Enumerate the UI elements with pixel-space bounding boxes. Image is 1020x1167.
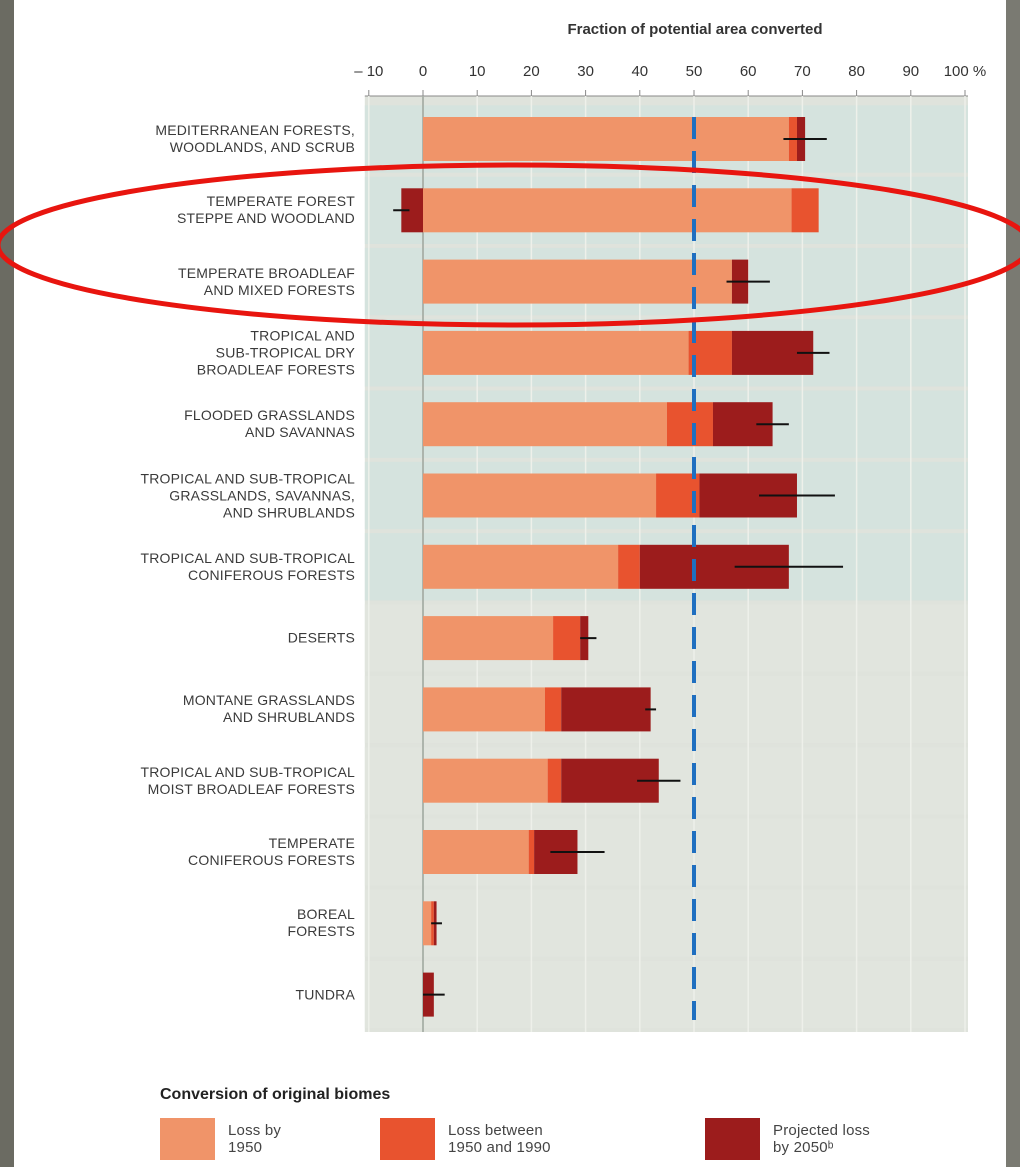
photo-edge [0,0,14,1167]
category-label: TUNDRA [295,986,355,1003]
category-label: TROPICAL AND SUB-TROPICAL GRASSLANDS, SA… [140,470,355,520]
bar-segment [423,188,792,233]
bar-segment [423,117,789,161]
category-label: TROPICAL AND SUB-TROPICAL MOIST BROADLEA… [140,763,355,797]
x-tick-label: 30 [577,63,594,80]
x-tick-label: 100 % [944,63,987,80]
bar-segment [401,188,423,233]
x-tick-label: 50 [686,63,703,80]
row-band [364,960,968,1029]
legend-swatch [380,1118,435,1160]
highlight-ellipse [0,162,1020,328]
photo-edge [1006,0,1020,1167]
category-label: MONTANE GRASSLANDS AND SHRUBLANDS [182,692,355,726]
legend-swatch [705,1118,760,1160]
legend-swatch [160,1118,215,1160]
axis-title: Fraction of potential area converted [567,21,822,38]
x-tick-label: 90 [902,63,919,80]
bar-segment [423,616,554,661]
category-label: TROPICAL AND SUB-TROPICAL DRY BROADLEAF … [196,327,355,378]
x-tick-label: 0 [419,63,427,80]
category-label: TEMPERATE BROADLEAF AND MIXED FORESTS [177,264,355,298]
category-label: TROPICAL AND SUB-TROPICAL CONIFEROUS FOR… [140,549,355,583]
x-tick-label: 80 [848,63,865,80]
bar-segment [666,402,713,447]
bar-segment [547,758,562,803]
bar-segment [423,259,732,304]
bar-segment [423,901,432,946]
bar-segment [618,544,640,589]
bar-segment [423,687,545,732]
category-label: BOREAL FORESTS [287,906,355,940]
bar-segment [423,544,619,589]
bar-segment [561,687,651,732]
x-tick-label: 20 [523,63,540,80]
x-tick-label: 40 [631,63,648,80]
x-tick-label: 70 [794,63,811,80]
bar-segment [528,830,535,874]
x-tick-label: 10 [469,63,486,80]
bar-segment [791,188,819,233]
category-label: TEMPERATE CONIFEROUS FORESTS [188,835,355,868]
category-label: TEMPERATE FOREST STEPPE AND WOODLAND [176,193,355,227]
bar-segment [423,830,529,874]
bar-segment [423,330,689,375]
category-label: DESERTS [287,629,355,646]
legend-label: Projected loss by 2050ᵇ [773,1122,871,1156]
category-label: FLOODED GRASSLANDS AND SAVANNAS [184,407,355,441]
bar-segment [544,687,562,732]
bar-segment [423,402,667,447]
legend-label: Loss between 1950 and 1990 [448,1122,551,1156]
x-tick-label: – 10 [354,63,383,80]
bar-segment [423,758,548,803]
legend-label: Loss by 1950 [228,1122,282,1156]
legend-title: Conversion of original biomes [160,1086,390,1103]
bar-segment [553,616,581,661]
bar-segment [423,473,657,518]
x-tick-label: 60 [740,63,757,80]
category-label: MEDITERRANEAN FORESTS, WOODLANDS, AND SC… [155,122,355,155]
row-band [364,889,968,957]
